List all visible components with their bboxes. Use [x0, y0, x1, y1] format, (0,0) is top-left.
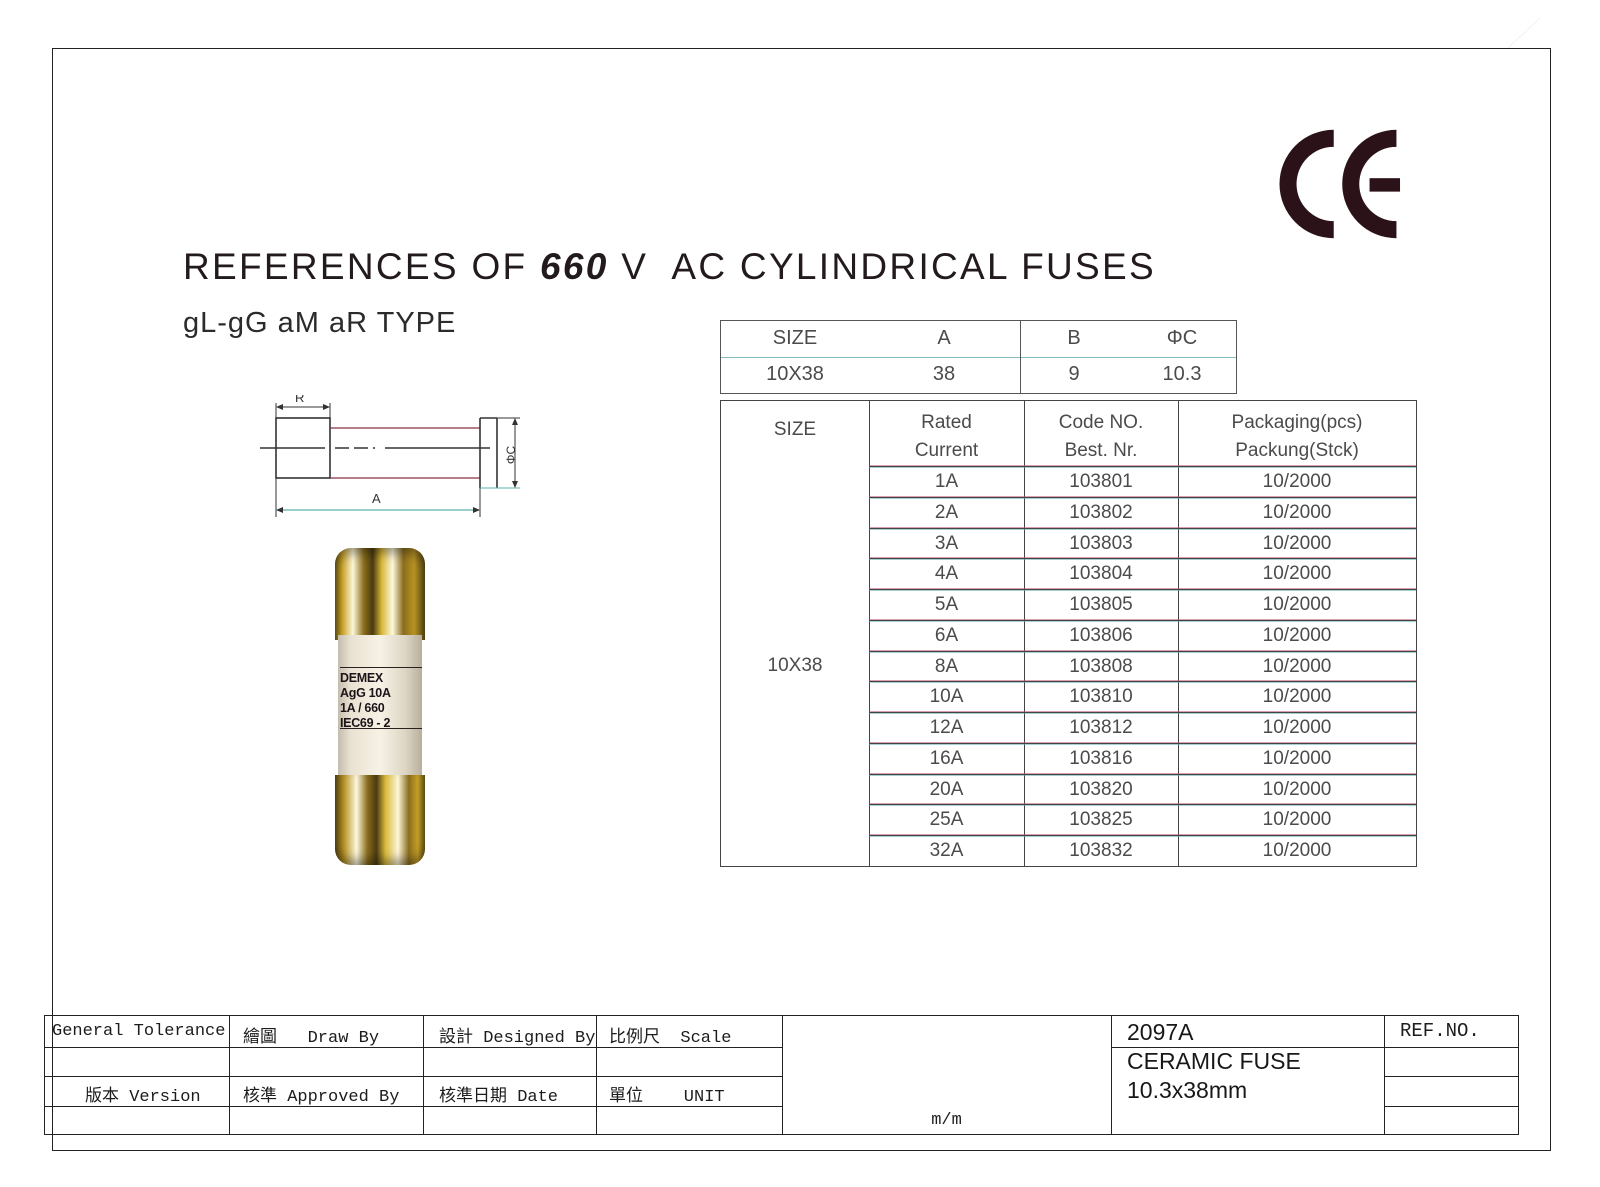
svg-text:A: A — [372, 491, 381, 506]
svg-text:R: R — [295, 395, 304, 405]
svg-text:ΦC: ΦC — [504, 446, 518, 465]
